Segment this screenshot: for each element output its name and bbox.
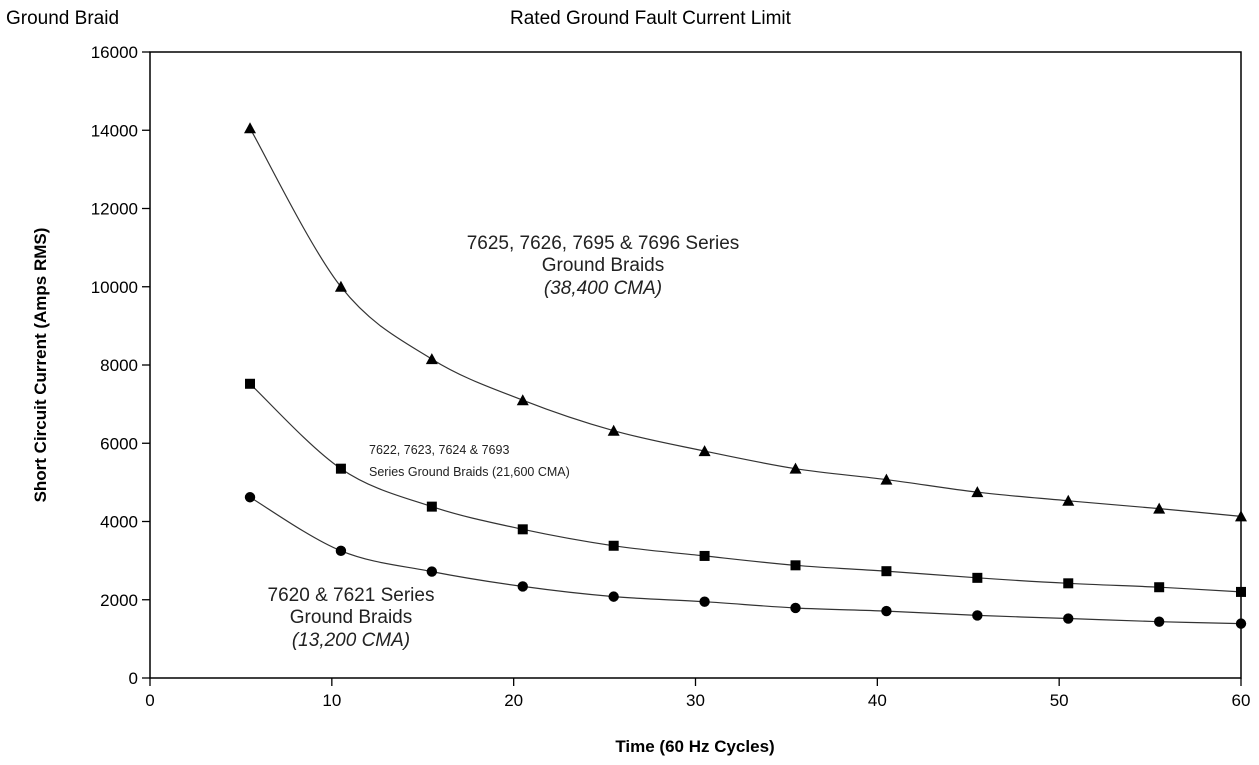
x-tick-label: 50 (1050, 691, 1069, 710)
marker-circle (426, 566, 438, 577)
marker-square (335, 463, 346, 474)
y-tick-label: 2000 (100, 591, 138, 610)
y-tick-label: 4000 (100, 513, 138, 532)
marker-triangle (516, 394, 529, 406)
series-line-circle (249, 496, 1242, 625)
header-chart-title: Rated Ground Fault Current Limit (510, 8, 791, 29)
x-tick-label: 40 (868, 691, 887, 710)
marker-square (699, 550, 710, 561)
annotation-triangle-line1: 7625, 7626, 7695 & 7696 Series (467, 233, 740, 254)
annotation-circle-cma: (13,200 CMA) (292, 630, 410, 651)
marker-circle (699, 596, 710, 607)
marker-square (608, 540, 619, 551)
marker-triangle (425, 353, 438, 365)
marker-triangle (607, 424, 620, 436)
series-lines (249, 128, 1242, 625)
marker-triangle (1062, 494, 1075, 506)
y-tick-label: 10000 (91, 278, 138, 297)
marker-circle (335, 545, 347, 557)
marker-circle (881, 605, 892, 617)
marker-square (972, 572, 983, 583)
series-line-square (249, 383, 1242, 593)
marker-triangle (789, 462, 802, 474)
x-tick-label: 10 (322, 691, 341, 710)
marker-square (426, 501, 437, 512)
series-markers (244, 122, 1247, 629)
y-axis-title: Short Circuit Current (Amps RMS) (31, 228, 50, 503)
marker-square (1236, 586, 1246, 597)
x-axis-title: Time (60 Hz Cycles) (615, 737, 774, 756)
marker-square (881, 566, 892, 577)
marker-circle (790, 602, 801, 614)
annotation-square-line1: 7622, 7623, 7624 & 7693 (369, 443, 509, 457)
annotation-triangle-line2: Ground Braids (542, 255, 665, 276)
x-tick-label: 60 (1232, 691, 1251, 710)
marker-circle (972, 610, 983, 621)
marker-circle (608, 591, 619, 602)
annotation-circle-line2: Ground Braids (290, 607, 413, 628)
marker-triangle (1235, 510, 1247, 522)
x-tick-label: 30 (686, 691, 705, 710)
marker-circle (244, 492, 256, 503)
annotation-circle-line1: 7620 & 7621 Series (268, 585, 435, 606)
marker-triangle (244, 122, 257, 134)
y-tick-label: 16000 (91, 43, 138, 62)
header-left-label: Ground Braid (6, 8, 120, 29)
x-tick-label: 0 (145, 691, 154, 710)
marker-circle (517, 581, 528, 592)
marker-circle (1153, 616, 1165, 627)
y-tick-label: 14000 (91, 121, 138, 140)
y-tick-label: 0 (129, 669, 138, 688)
marker-circle (1063, 613, 1074, 624)
marker-triangle (334, 280, 347, 292)
annotation-square-line2: Series Ground Braids (21,600 CMA) (369, 465, 570, 479)
marker-square (1154, 582, 1165, 593)
marker-triangle (971, 486, 984, 498)
y-tick-label: 8000 (100, 356, 138, 375)
marker-triangle (698, 445, 711, 457)
annotation-triangle-cma: (38,400 CMA) (544, 278, 662, 299)
marker-square (517, 524, 528, 535)
marker-square (245, 378, 256, 389)
marker-square (790, 560, 801, 571)
marker-triangle (880, 473, 893, 485)
marker-triangle (1153, 502, 1166, 514)
y-tick-label: 12000 (91, 200, 138, 219)
marker-circle (1235, 618, 1247, 629)
marker-square (1063, 578, 1074, 589)
series-line-triangle (249, 128, 1242, 517)
x-tick-label: 20 (504, 691, 523, 710)
axis-ticks: 0 2000 4000 6000 8000 10000 12000 14000 16000 0 10… (91, 43, 1251, 710)
y-tick-label: 6000 (100, 434, 138, 453)
